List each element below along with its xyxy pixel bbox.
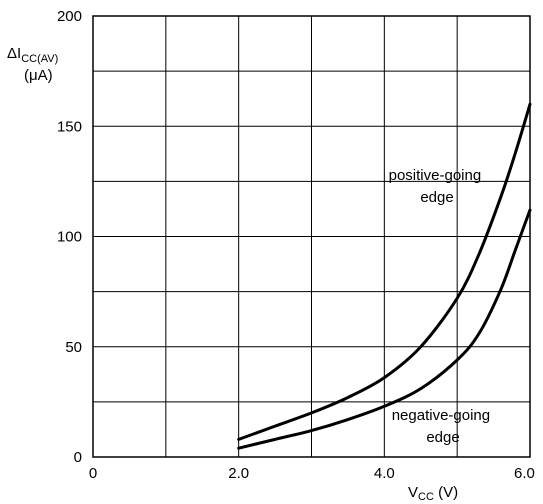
x-axis-label: VCC (V) — [408, 484, 458, 503]
series-line-positive-going — [237, 102, 532, 441]
y-axis-label: ΔICC(AV) — [7, 45, 58, 65]
plot-frame — [92, 15, 531, 458]
series-label-negative-going: negative-going edge — [392, 407, 495, 446]
y-tick-label: 150 — [57, 118, 82, 135]
x-tick-label: 2.0 — [228, 465, 249, 482]
series-label-positive-going: positive-going edge — [389, 167, 486, 206]
y-tick-label: 200 — [57, 8, 82, 25]
x-tick-label: 6.0 — [514, 465, 535, 482]
series-lines — [237, 102, 532, 450]
y-axis-unit: (μA) — [24, 67, 53, 84]
y-tick-label: 100 — [57, 229, 82, 246]
tick-labels: 0 50 100 150 200 0 2.0 4.0 6.0 — [57, 8, 535, 482]
y-tick-label: 50 — [65, 339, 82, 356]
grid — [92, 15, 531, 458]
series-line-negative-going — [237, 208, 532, 450]
x-tick-label: 0 — [89, 465, 97, 482]
x-tick-label: 4.0 — [374, 465, 395, 482]
y-tick-label: 0 — [74, 449, 82, 466]
